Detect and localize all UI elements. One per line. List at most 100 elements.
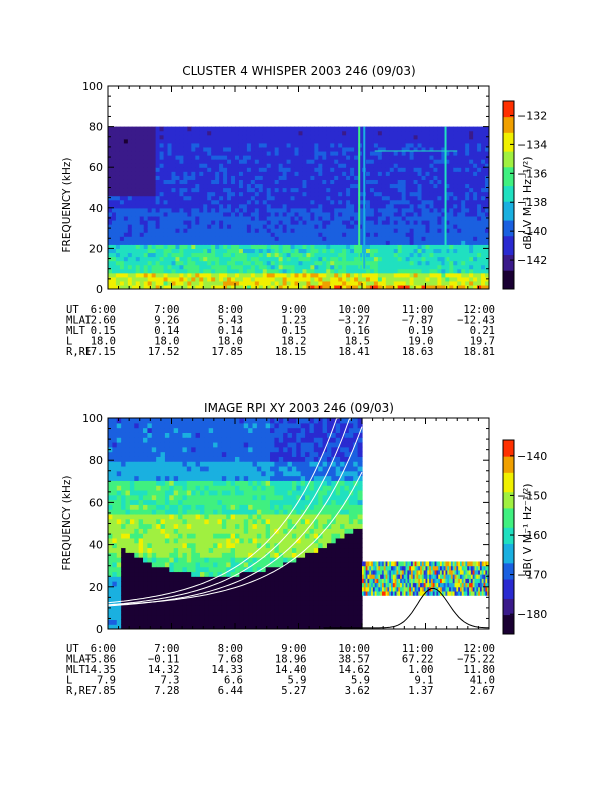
spectrogram-cell xyxy=(354,244,359,249)
colorbar-segment xyxy=(503,232,514,237)
spectrogram-cell xyxy=(286,146,292,152)
spectrogram-cell xyxy=(254,142,260,148)
spectrogram-cell xyxy=(405,163,411,168)
spectrogram-cell xyxy=(457,260,462,266)
spectrogram-cell xyxy=(116,446,122,453)
spectrogram-cell xyxy=(175,252,181,258)
spectrogram-cell xyxy=(485,183,489,189)
spectrogram-cell xyxy=(469,167,474,172)
spectrogram-cell xyxy=(147,207,153,213)
spectrogram-cell xyxy=(250,199,256,205)
spectrogram-cell xyxy=(116,600,122,606)
spectrogram-cell xyxy=(326,130,331,136)
spectrogram-cell xyxy=(314,159,319,164)
spectrogram-cell xyxy=(465,175,470,180)
spectrogram-cell xyxy=(381,163,387,168)
spectrogram-cell xyxy=(155,232,161,237)
colorbar-segment xyxy=(503,113,514,118)
spectrogram-cell xyxy=(266,199,272,205)
spectrogram-cell xyxy=(123,207,129,213)
spectrogram-cell xyxy=(191,561,197,568)
spectrogram-cell xyxy=(385,260,391,266)
spectrogram-cell xyxy=(302,195,308,201)
spectrogram-cell xyxy=(385,134,391,140)
spectrogram-cell xyxy=(231,260,236,266)
spectrogram-cell xyxy=(131,171,137,176)
spectrogram-cell xyxy=(116,504,122,510)
spectrogram-cell xyxy=(342,175,347,180)
spectrogram-cell xyxy=(318,284,323,289)
spectrogram-cell xyxy=(160,451,166,457)
spectrogram-cell xyxy=(254,276,260,282)
spectrogram-cell xyxy=(227,159,232,164)
spectrogram-cell xyxy=(182,418,188,424)
spectrogram-cell xyxy=(211,276,216,282)
spectrogram-cell xyxy=(334,232,339,237)
spectrogram-cell xyxy=(167,260,173,266)
spectrogram-cell xyxy=(143,485,149,491)
spectrogram-cell xyxy=(238,159,244,164)
spectrogram-cell xyxy=(134,581,140,587)
spectrogram-cell xyxy=(127,224,133,229)
spectrogram-cell xyxy=(116,533,122,539)
spectrogram-cell xyxy=(173,576,179,582)
spectrogram-cell xyxy=(457,280,462,286)
spectrogram-cell xyxy=(187,126,192,132)
spectrogram-cell xyxy=(138,509,144,515)
spectrogram-cell xyxy=(112,437,118,443)
spectrogram-cell xyxy=(365,232,371,237)
spectrogram-cell xyxy=(346,191,351,197)
spectrogram-cell xyxy=(238,211,244,217)
spectrogram-cell xyxy=(238,138,244,144)
spectrogram-cell xyxy=(139,252,145,258)
spectrogram-cell xyxy=(179,138,185,144)
spectrogram-cell xyxy=(169,504,175,510)
spectrogram-cell xyxy=(354,228,359,233)
spectrogram-cell xyxy=(485,228,489,233)
spectrogram-cell xyxy=(457,175,462,180)
spectrogram-cell xyxy=(393,252,399,258)
spectrogram-cell xyxy=(282,244,288,249)
spectrogram-cell xyxy=(310,280,315,286)
spectrogram-cell xyxy=(227,236,232,241)
ephemeris-cell: 19.7 xyxy=(470,336,495,348)
spectrogram-cell xyxy=(175,126,181,132)
spectrogram-cell xyxy=(121,571,127,577)
spectrogram-cell xyxy=(477,191,482,197)
spectrogram-cell xyxy=(365,211,371,217)
spectrogram-cell xyxy=(183,183,188,189)
spectrogram-cell xyxy=(138,446,144,453)
spectrogram-cell xyxy=(108,183,113,189)
spectrogram-cell xyxy=(203,203,208,209)
spectrogram-cell xyxy=(318,146,323,152)
spectrogram-cell xyxy=(274,130,280,136)
spectrogram-cell xyxy=(322,146,327,152)
spectrogram-cell xyxy=(409,228,415,233)
spectrogram-cell xyxy=(125,552,131,558)
spectrogram-cell xyxy=(246,171,252,176)
spectrogram-cell xyxy=(191,252,196,258)
spectrogram-cell xyxy=(129,475,135,481)
spectrogram-cell xyxy=(171,163,177,168)
spectrogram-cell xyxy=(346,276,351,282)
spectrogram-cell xyxy=(131,260,137,266)
spectrogram-cell xyxy=(358,150,363,156)
spectrogram-cell xyxy=(134,547,140,553)
spectrogram-cell xyxy=(129,595,135,601)
spectrogram-cell xyxy=(227,284,232,289)
spectrogram-cell xyxy=(385,191,391,197)
spectrogram-cell xyxy=(195,232,200,237)
spectrogram-cell xyxy=(156,504,162,510)
spectrogram-cell xyxy=(173,509,179,515)
spectrogram-cell xyxy=(405,167,411,172)
spectrogram-cell xyxy=(151,211,157,217)
spectrogram-cell xyxy=(417,199,423,205)
spectrogram-cell xyxy=(433,167,439,172)
spectrogram-cell xyxy=(135,163,141,168)
spectrogram-cell xyxy=(449,187,454,193)
spectrogram-cell xyxy=(187,134,192,140)
spectrogram-cell xyxy=(342,187,347,193)
spectrogram-cell xyxy=(358,159,363,164)
spectrogram-cell xyxy=(242,256,248,262)
spectrogram-cell xyxy=(151,232,157,237)
